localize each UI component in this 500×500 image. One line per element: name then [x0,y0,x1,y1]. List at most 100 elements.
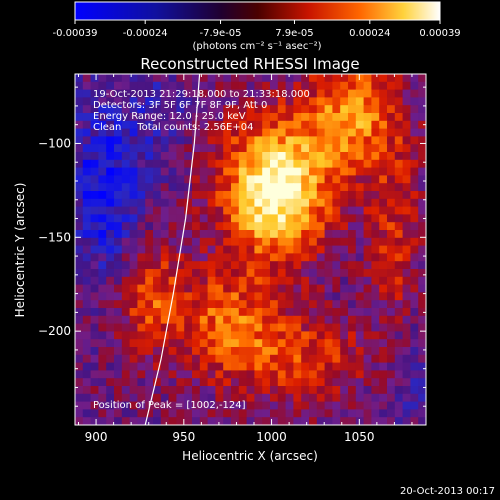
heatmap-cell [82,269,92,278]
heatmap-cell [332,144,341,153]
heatmap-cell [371,89,380,98]
heatmap-cell [410,81,419,91]
heatmap-cell [270,315,279,325]
heatmap-cell [168,370,177,379]
heatmap-cell [98,284,107,293]
heatmap-cell [340,81,349,91]
heatmap-cell [207,159,216,169]
heatmap-cell [137,276,146,286]
heatmap-cell [394,159,404,169]
heatmap-cell [238,159,248,169]
heatmap-cell [121,183,131,192]
heatmap-cell [332,323,341,332]
heatmap-cell [402,253,411,262]
heatmap-cell [215,253,224,262]
heatmap-cell [184,128,193,137]
heatmap-cell [309,105,318,114]
heatmap-cell [184,105,193,114]
heatmap-cell [355,261,365,270]
heatmap-cell [207,198,216,208]
heatmap-cell [348,144,357,153]
heatmap-cell [90,230,99,239]
heatmap-cell [301,315,310,325]
heatmap-cell [207,362,216,371]
heatmap-cell [270,261,279,270]
heatmap-cell [418,354,426,364]
heatmap-cell [301,300,310,309]
heatmap-cell [332,128,341,137]
heatmap-cell [231,152,240,161]
heatmap-cell [387,230,396,239]
heatmap-cell [246,237,255,247]
heatmap-cell [332,214,341,223]
heatmap-cell [254,253,263,262]
heatmap-cell [75,136,84,145]
heatmap-cell [168,276,177,286]
heatmap-cell [277,128,287,137]
heatmap-cell [75,144,84,153]
heatmap-cell [293,183,302,192]
heatmap-cell [160,370,170,379]
heatmap-cell [293,120,302,130]
heatmap-cell [371,284,380,293]
heatmap-cell [387,89,396,98]
heatmap-cell [340,409,349,418]
heatmap-cell [355,409,365,418]
heatmap-cell [301,222,310,231]
heatmap-cell [246,331,255,340]
heatmap-cell [184,401,193,410]
heatmap-cell [379,198,388,208]
heatmap-cell [160,315,170,325]
heatmap-cell [106,331,115,340]
heatmap-cell [176,253,185,262]
heatmap-cell [114,370,123,379]
heatmap-cell [160,308,170,317]
heatmap-cell [231,331,240,340]
heatmap-cell [145,308,154,317]
heatmap-cell [410,214,419,223]
heatmap-cell [121,81,131,91]
heatmap-cell [160,214,170,223]
heatmap-cell [418,417,426,425]
heatmap-cell [402,144,411,153]
heatmap-cell [168,81,177,91]
heatmap-cell [246,308,255,317]
heatmap-cell [90,97,99,106]
heatmap-cell [176,175,185,184]
heatmap-cell [285,401,294,410]
heatmap-cell [340,378,349,387]
heatmap-cell [215,417,224,425]
heatmap-cell [332,183,341,192]
heatmap-cell [285,167,294,176]
heatmap-cell [121,308,131,317]
heatmap-cell [285,81,294,91]
heatmap-cell [301,378,310,387]
heatmap-cell [75,370,84,379]
heatmap-cell [160,74,170,83]
heatmap-cell [410,159,419,169]
heatmap-cell [129,417,138,425]
heatmap-cell [153,113,162,122]
heatmap-cell [340,97,349,106]
heatmap-cell [160,362,170,371]
heatmap-cell [176,144,185,153]
heatmap-cell [379,81,388,91]
heatmap-cell [324,191,333,200]
heatmap-cell [387,401,396,410]
heatmap-cell [129,167,138,176]
heatmap-cell [387,300,396,309]
heatmap-cell [254,315,263,325]
heatmap-cell [75,245,84,254]
heatmap-cell [176,237,185,247]
heatmap-cell [285,362,294,371]
heatmap-cell [114,120,123,130]
heatmap-cell [199,97,209,106]
heatmap-cell [246,198,255,208]
heatmap-cell [75,222,84,231]
heatmap-cell [90,167,99,176]
heatmap-cell [324,401,333,410]
heatmap-cell [316,198,326,208]
heatmap-cell [82,89,92,98]
heatmap-cell [324,276,333,286]
heatmap-cell [324,159,333,169]
